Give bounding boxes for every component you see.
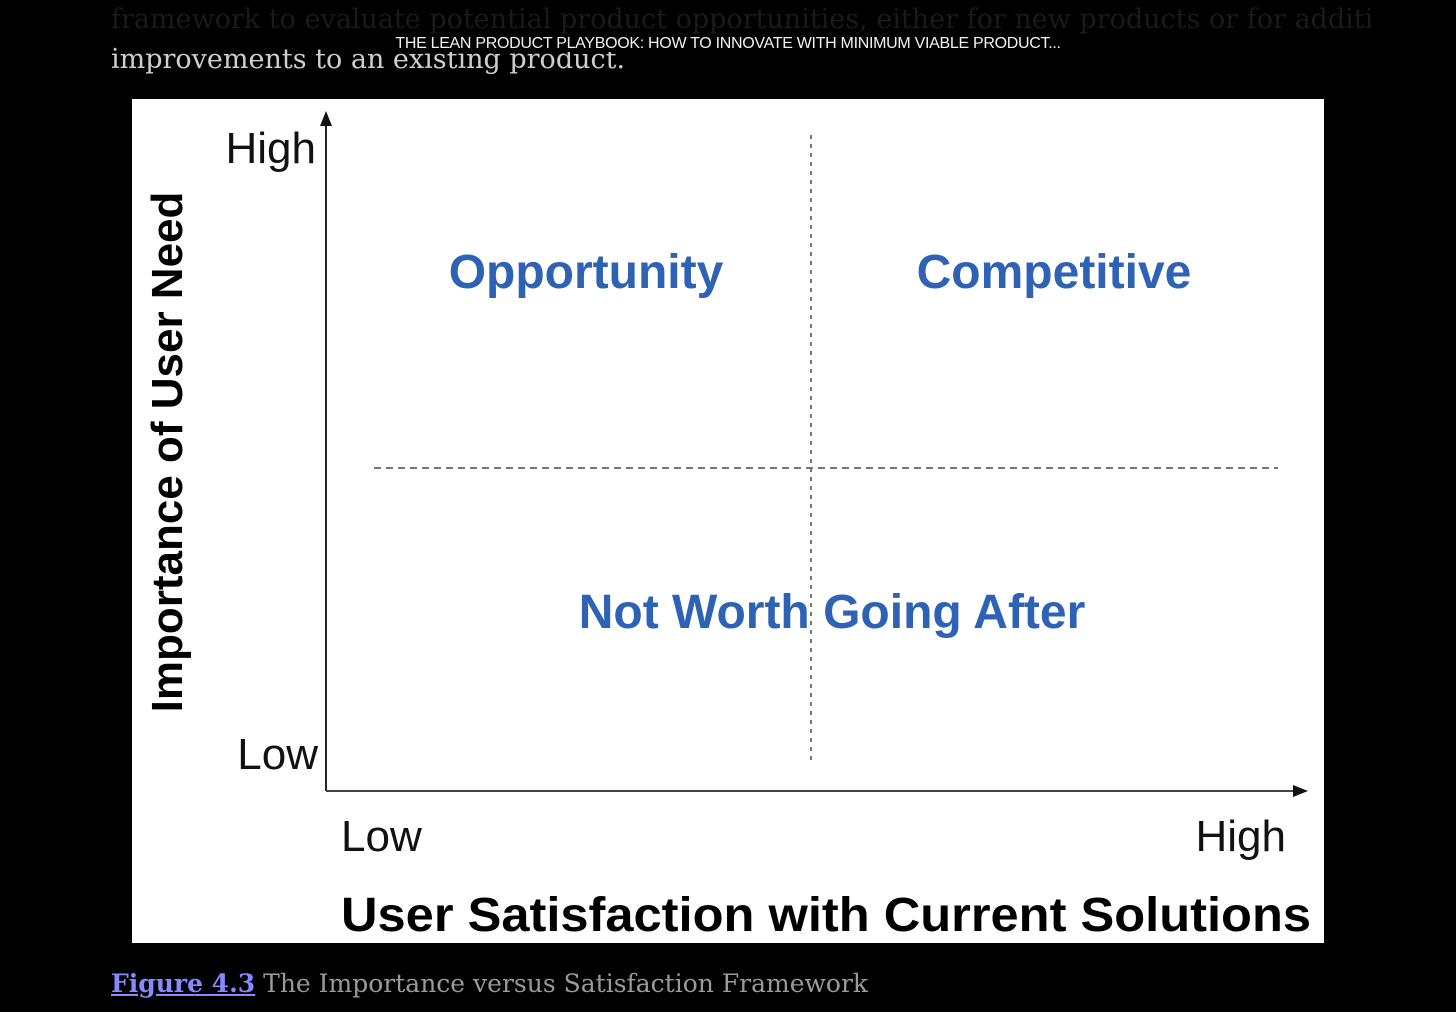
body-text-line-1: framework to evaluate potential product … xyxy=(111,4,1371,35)
x-high-label: High xyxy=(1196,812,1287,861)
figure-link[interactable]: Figure 4.3 xyxy=(111,969,256,998)
quadrant-competitive: Competitive xyxy=(917,246,1192,299)
quadrant-diagram: Importance of User Need High Low Low Hig… xyxy=(143,111,1311,942)
x-axis-title: User Satisfaction with Current Solutions xyxy=(341,889,1311,942)
caption-text: The Importance versus Satisfaction Frame… xyxy=(263,969,869,998)
running-header: THE LEAN PRODUCT PLAYBOOK: HOW TO INNOVA… xyxy=(0,34,1456,54)
x-axis-arrow-icon xyxy=(1293,785,1308,797)
book-title: THE LEAN PRODUCT PLAYBOOK: HOW TO INNOVA… xyxy=(389,35,1067,52)
y-axis-arrow-icon xyxy=(320,111,332,126)
y-low-label: Low xyxy=(237,730,318,779)
x-low-label: Low xyxy=(341,812,422,861)
y-axis-title: Importance of User Need xyxy=(143,192,192,713)
quadrant-opportunity: Opportunity xyxy=(449,246,724,299)
y-high-label: High xyxy=(226,124,317,173)
quadrant-not-worth-going-after: Not Worth Going After xyxy=(579,586,1086,639)
figure-caption: Figure 4.3 The Importance versus Satisfa… xyxy=(111,966,868,1002)
figure-importance-vs-satisfaction: Importance of User Need High Low Low Hig… xyxy=(132,99,1324,943)
